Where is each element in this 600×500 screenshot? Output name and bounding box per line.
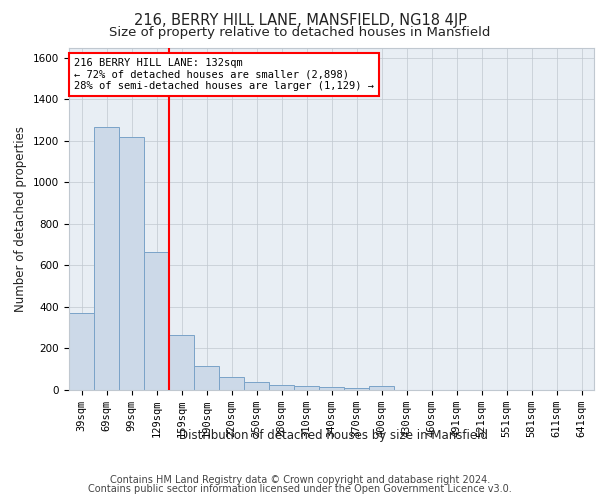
Bar bbox=[344, 388, 369, 390]
Bar bbox=[169, 335, 194, 390]
Bar bbox=[369, 386, 394, 390]
Text: Size of property relative to detached houses in Mansfield: Size of property relative to detached ho… bbox=[109, 26, 491, 39]
Bar bbox=[269, 385, 294, 390]
Text: 216, BERRY HILL LANE, MANSFIELD, NG18 4JP: 216, BERRY HILL LANE, MANSFIELD, NG18 4J… bbox=[133, 12, 467, 28]
Bar bbox=[69, 313, 94, 390]
Bar bbox=[319, 387, 344, 390]
Text: 216 BERRY HILL LANE: 132sqm
← 72% of detached houses are smaller (2,898)
28% of : 216 BERRY HILL LANE: 132sqm ← 72% of det… bbox=[74, 58, 374, 91]
Bar bbox=[219, 376, 244, 390]
Text: Distribution of detached houses by size in Mansfield: Distribution of detached houses by size … bbox=[179, 430, 488, 442]
Bar bbox=[94, 128, 119, 390]
Bar bbox=[294, 386, 319, 390]
Bar bbox=[194, 366, 219, 390]
Bar bbox=[244, 382, 269, 390]
Text: Contains HM Land Registry data © Crown copyright and database right 2024.: Contains HM Land Registry data © Crown c… bbox=[110, 475, 490, 485]
Bar bbox=[144, 252, 169, 390]
Bar bbox=[119, 137, 144, 390]
Y-axis label: Number of detached properties: Number of detached properties bbox=[14, 126, 28, 312]
Text: Contains public sector information licensed under the Open Government Licence v3: Contains public sector information licen… bbox=[88, 484, 512, 494]
